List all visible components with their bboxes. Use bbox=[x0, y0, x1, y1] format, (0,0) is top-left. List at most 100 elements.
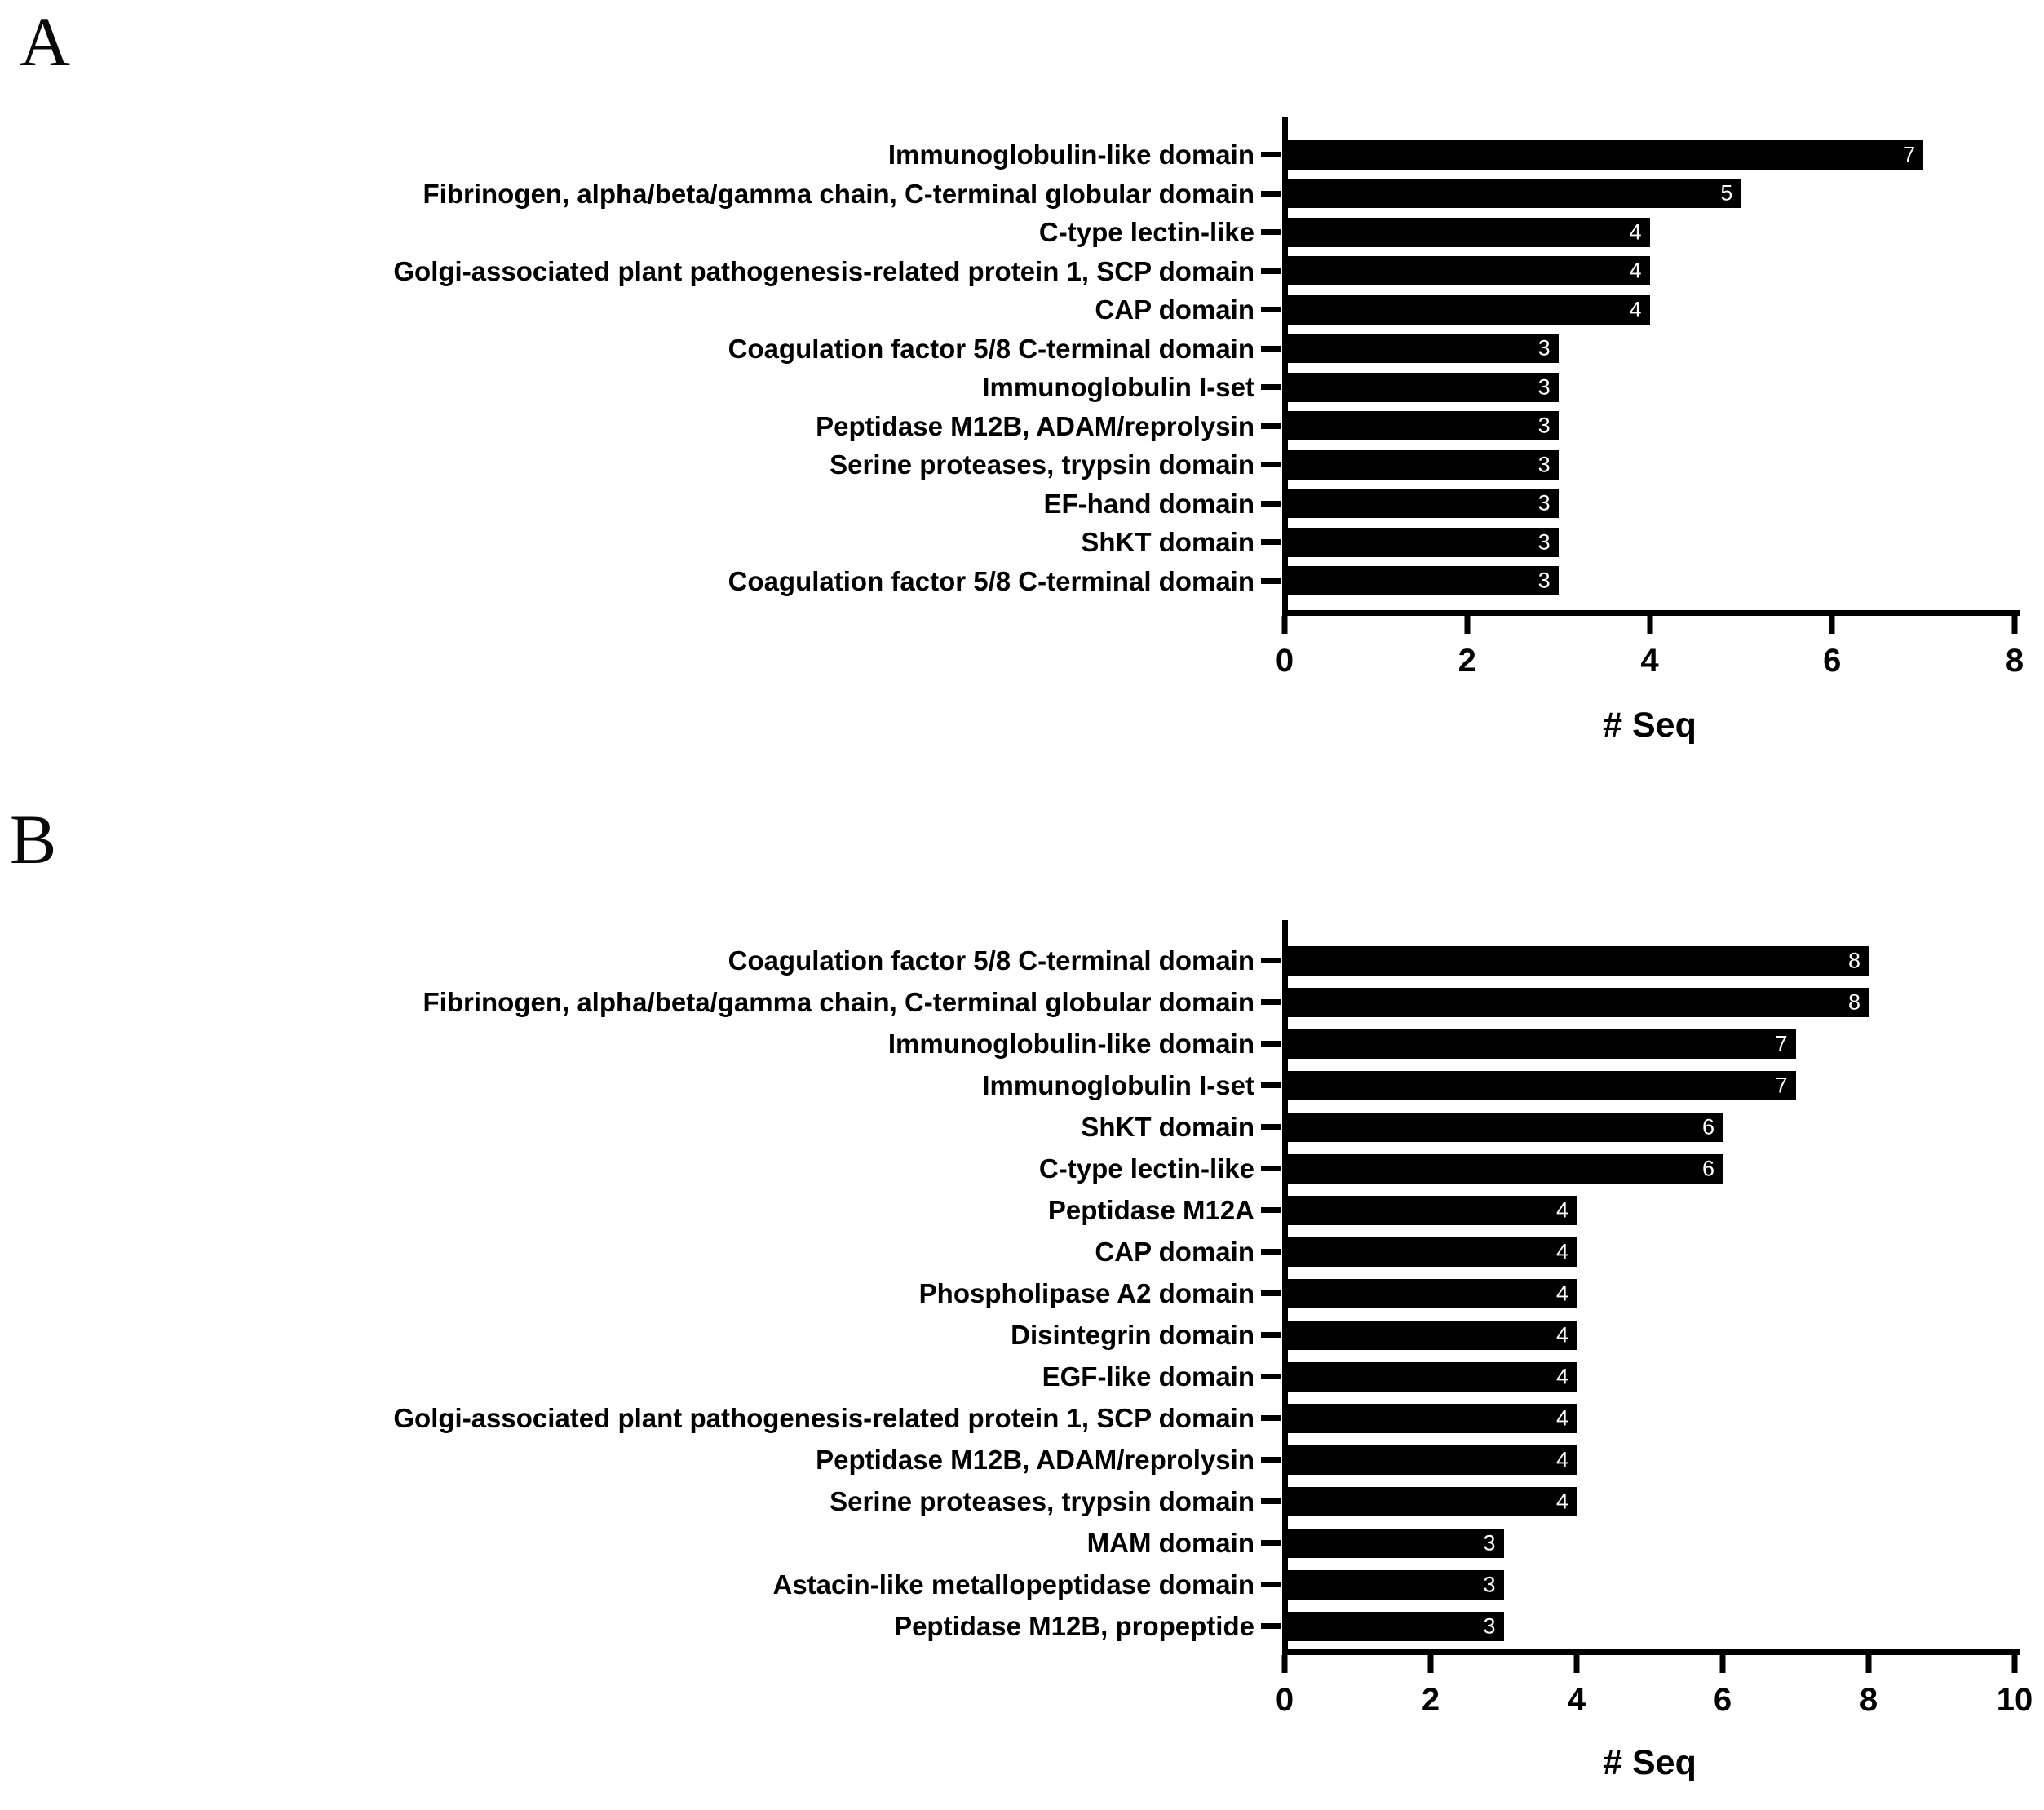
bar-value-label: 3 bbox=[1483, 1530, 1496, 1555]
x-axis-tick-label: 0 bbox=[1275, 643, 1294, 679]
bar-value-label: 5 bbox=[1720, 180, 1733, 206]
bar-value-label: 4 bbox=[1555, 1364, 1568, 1388]
category-label: Peptidase M12A bbox=[1047, 1195, 1254, 1225]
bar: 3 bbox=[1285, 411, 1559, 441]
category-tick bbox=[1261, 1623, 1281, 1629]
category-tick bbox=[1261, 268, 1281, 274]
bar-value-label: 4 bbox=[1555, 1322, 1568, 1347]
x-axis-tick bbox=[2011, 1655, 2018, 1673]
panel-a-letter: A bbox=[20, 2, 71, 81]
bar-rows: Coagulation factor 5/8 C-terminal domain… bbox=[0, 940, 2044, 1647]
bar-value-label: 4 bbox=[1555, 1405, 1568, 1430]
bar-value-label: 8 bbox=[1847, 989, 1860, 1014]
category-label: Peptidase M12B, ADAM/reprolysin bbox=[816, 410, 1254, 441]
bar-row: Immunoglobulin I-set 3 bbox=[0, 368, 2044, 407]
x-axis-tick bbox=[1464, 616, 1471, 634]
category-label: Immunoglobulin-like domain bbox=[887, 139, 1254, 170]
x-axis-tick-label: 2 bbox=[1421, 1682, 1440, 1718]
bar: 4 bbox=[1285, 1320, 1577, 1350]
bar-row: EF-hand domain 3 bbox=[0, 485, 2044, 524]
category-tick bbox=[1261, 539, 1281, 546]
category-label: C-type lectin-like bbox=[1038, 1153, 1254, 1184]
x-axis-tick bbox=[1865, 1655, 1872, 1673]
category-label: EF-hand domain bbox=[1043, 488, 1255, 519]
category-label: Fibrinogen, alpha/beta/gamma chain, C-te… bbox=[423, 987, 1254, 1017]
bar-row: Phospholipase A2 domain 4 bbox=[0, 1272, 2044, 1314]
category-tick bbox=[1261, 1498, 1281, 1504]
bar-value-label: 4 bbox=[1555, 1489, 1568, 1513]
category-label: Peptidase M12B, ADAM/reprolysin bbox=[816, 1445, 1254, 1475]
category-label: Astacin-like metallopeptidase domain bbox=[772, 1569, 1255, 1600]
bar-row: Disintegrin domain 4 bbox=[0, 1314, 2044, 1356]
category-tick bbox=[1261, 1332, 1281, 1338]
bar: 8 bbox=[1285, 987, 1869, 1017]
bar: 3 bbox=[1285, 527, 1559, 557]
bar: 4 bbox=[1285, 294, 1650, 325]
category-tick bbox=[1261, 1374, 1281, 1379]
category-tick bbox=[1261, 1540, 1281, 1546]
x-axis-tick bbox=[1719, 1655, 1726, 1673]
bar-value-label: 8 bbox=[1847, 948, 1860, 972]
bar: 7 bbox=[1285, 139, 1924, 170]
category-tick bbox=[1261, 500, 1281, 507]
bar: 6 bbox=[1285, 1112, 1723, 1142]
bar-value-label: 3 bbox=[1537, 452, 1551, 477]
category-tick bbox=[1261, 1082, 1281, 1088]
bar-row: Peptidase M12B, ADAM/reprolysin 4 bbox=[0, 1439, 2044, 1480]
bar: 3 bbox=[1285, 334, 1559, 364]
bar: 4 bbox=[1285, 256, 1650, 286]
bar-value-label: 7 bbox=[1775, 1031, 1788, 1055]
bar: 8 bbox=[1285, 945, 1869, 976]
x-axis-tick bbox=[2011, 616, 2018, 634]
bar-row: CAP domain 4 bbox=[0, 1231, 2044, 1272]
bar-row: Immunoglobulin I-set 7 bbox=[0, 1064, 2044, 1106]
category-label: CAP domain bbox=[1095, 294, 1254, 325]
category-tick bbox=[1261, 1124, 1281, 1130]
bar-row: Peptidase M12B, ADAM/reprolysin 3 bbox=[0, 407, 2044, 446]
x-axis-tick bbox=[1281, 1655, 1288, 1673]
x-axis-tick bbox=[1573, 1655, 1580, 1673]
bar-value-label: 4 bbox=[1629, 297, 1642, 322]
category-tick bbox=[1261, 1207, 1281, 1213]
bar-row: C-type lectin-like 4 bbox=[0, 213, 2044, 252]
bar-row: MAM domain 3 bbox=[0, 1522, 2044, 1564]
category-tick bbox=[1261, 423, 1281, 429]
bar-row: EGF-like domain 4 bbox=[0, 1356, 2044, 1397]
category-label: Coagulation factor 5/8 C-terminal domain bbox=[728, 333, 1254, 364]
bar-value-label: 4 bbox=[1629, 258, 1642, 283]
category-tick bbox=[1261, 307, 1281, 313]
category-tick bbox=[1261, 345, 1281, 352]
bar-row: Fibrinogen, alpha/beta/gamma chain, C-te… bbox=[0, 981, 2044, 1023]
bar: 4 bbox=[1285, 217, 1650, 247]
x-axis-line bbox=[1282, 1649, 2020, 1655]
category-label: CAP domain bbox=[1095, 1237, 1254, 1267]
bar-row: Astacin-like metallopeptidase domain 3 bbox=[0, 1564, 2044, 1605]
x-axis-title: # Seq bbox=[1603, 1743, 1697, 1782]
bar-value-label: 6 bbox=[1701, 1156, 1714, 1180]
bar-row: ShKT domain 6 bbox=[0, 1106, 2044, 1148]
x-axis-tick bbox=[1427, 1655, 1434, 1673]
bar: 4 bbox=[1285, 1445, 1577, 1475]
bar: 3 bbox=[1285, 449, 1559, 480]
bar-row: ShKT domain 3 bbox=[0, 523, 2044, 562]
bar-value-label: 4 bbox=[1555, 1281, 1568, 1305]
bar-row: Immunoglobulin-like domain 7 bbox=[0, 1023, 2044, 1064]
bar-row: Immunoglobulin-like domain 7 bbox=[0, 135, 2044, 175]
category-label: Disintegrin domain bbox=[1011, 1320, 1254, 1350]
bar: 4 bbox=[1285, 1403, 1577, 1433]
bar: 4 bbox=[1285, 1486, 1577, 1516]
panel-b-letter: B bbox=[10, 800, 57, 878]
bar: 7 bbox=[1285, 1070, 1796, 1100]
bar-value-label: 3 bbox=[1537, 374, 1551, 400]
bar: 4 bbox=[1285, 1361, 1577, 1392]
category-tick bbox=[1261, 1582, 1281, 1587]
category-label: MAM domain bbox=[1086, 1528, 1254, 1558]
bar: 4 bbox=[1285, 1278, 1577, 1308]
bar-row: Golgi-associated plant pathogenesis-rela… bbox=[0, 1397, 2044, 1439]
bar-value-label: 3 bbox=[1537, 413, 1551, 438]
bar-value-label: 4 bbox=[1629, 219, 1642, 245]
category-label: Golgi-associated plant pathogenesis-rela… bbox=[393, 1403, 1254, 1433]
